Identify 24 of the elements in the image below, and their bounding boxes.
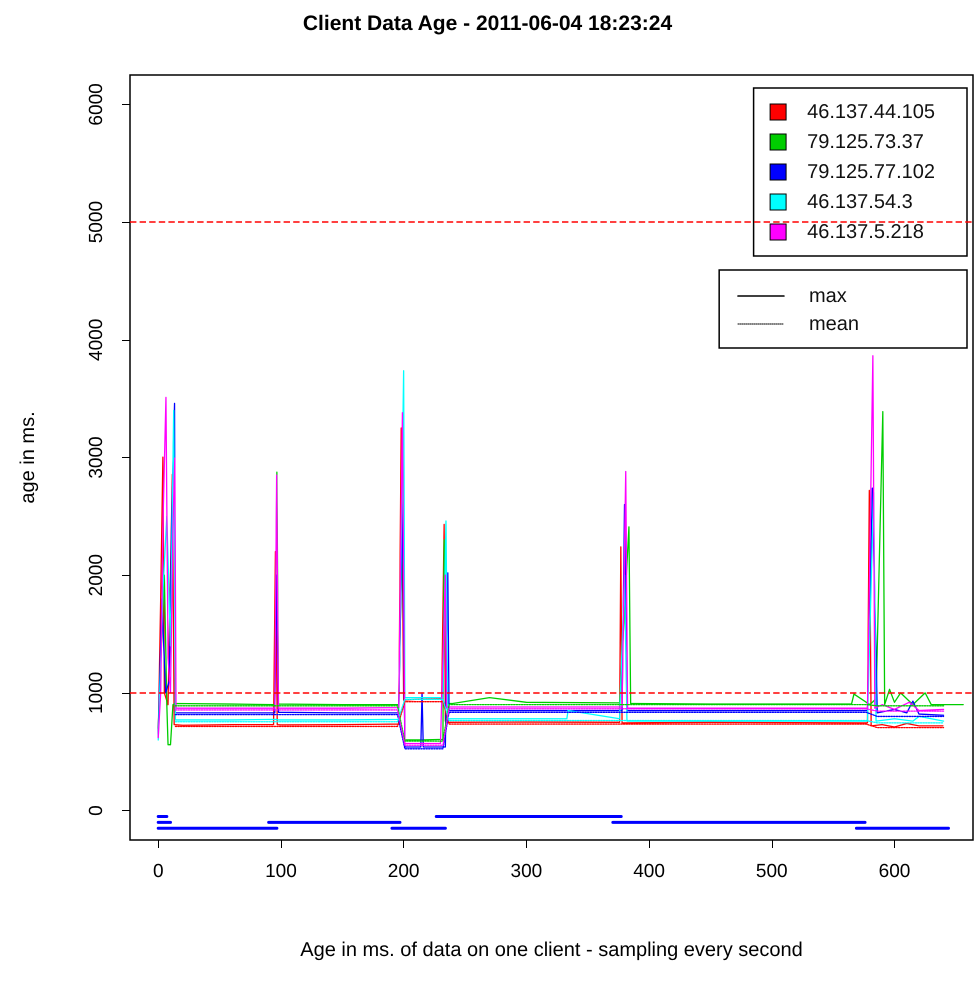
x-tick-label: 100 — [265, 861, 297, 882]
y-axis-title: age in ms. — [17, 411, 39, 504]
y-tick-label: 0 — [86, 805, 107, 816]
legend-label: mean — [808, 313, 859, 335]
x-axis-title: Age in ms. of data on one client - sampling every second — [300, 939, 803, 961]
x-tick-label: 300 — [510, 861, 542, 882]
y-tick-label: 4000 — [86, 318, 107, 361]
legend-label: 46.137.54.3 — [807, 191, 913, 213]
x-tick-label: 500 — [756, 861, 788, 882]
y-tick-label: 6000 — [86, 83, 107, 126]
legend-label: 79.125.73.37 — [807, 131, 924, 153]
legend-label: 79.125.77.102 — [807, 161, 936, 183]
x-tick-label: 200 — [388, 861, 420, 882]
y-tick-label: 1000 — [86, 672, 107, 714]
y-tick-label: 5000 — [86, 200, 107, 244]
legend-label: max — [808, 285, 847, 307]
x-tick-label: 600 — [878, 861, 910, 882]
legend-label: 46.137.5.218 — [807, 221, 924, 243]
x-tick-label: 0 — [152, 861, 164, 882]
y-tick-label: 2000 — [86, 554, 107, 596]
legend-label: 46.137.44.105 — [807, 101, 936, 123]
y-tick-label: 3000 — [86, 436, 107, 479]
chart-title: Client Data Age - 2011-06-04 18:23:24 — [302, 12, 672, 35]
x-tick-label: 400 — [633, 861, 665, 882]
